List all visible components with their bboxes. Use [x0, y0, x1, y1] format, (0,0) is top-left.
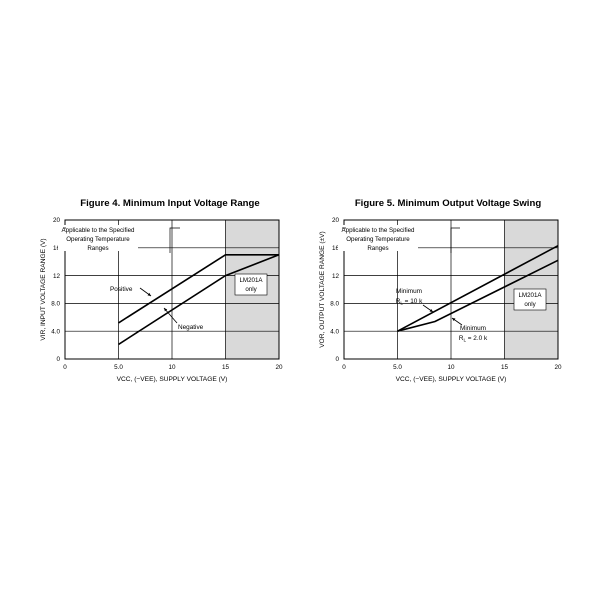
x-tick-label: 10: [447, 364, 455, 371]
series-line-0: [397, 244, 559, 332]
series-label-line2: RL = 10 k: [396, 298, 423, 306]
condition-note: Operating Temperature: [346, 236, 410, 243]
chart-figure-4: Figure 4. Minimum Input Voltage Range 0 5…: [40, 195, 300, 395]
y-tick-label: 4.0: [51, 328, 60, 335]
arrowhead: [164, 308, 168, 312]
series-line-0: [118, 254, 279, 324]
arrowhead: [429, 308, 433, 312]
x-tick-label: 10: [168, 364, 176, 371]
chart-plot: 0 5.0 10 15 20 0 4.0 8.0 12 16 20 VCC, (−VEE), SUPP…: [319, 217, 562, 383]
shaded-region-label: only: [524, 301, 536, 308]
y-tick-label: 12: [53, 273, 61, 280]
chart-plot: 0 5.0 10 15 20 0 4.0 8.0 12 16 20 VCC, (−VEE), SUPP…: [40, 217, 283, 383]
x-axis-label: VCC, (−VEE), SUPPLY VOLTAGE (V): [117, 376, 228, 383]
series-leader-line: [163, 307, 178, 324]
y-tick-label: 16: [332, 245, 340, 252]
series-line-1: [397, 259, 559, 332]
condition-note: Ranges: [87, 245, 108, 252]
series-label-line1: Minimum: [396, 288, 422, 295]
series-line-1: [118, 254, 280, 346]
y-tick-label: 8.0: [51, 301, 60, 308]
plot-frame: [343, 219, 559, 360]
y-tick-label: 0: [335, 356, 339, 363]
condition-note: Applicable to the Specified: [342, 227, 415, 234]
x-tick-label: 15: [501, 364, 509, 371]
y-tick-label: 8.0: [330, 301, 339, 308]
note-bracket: [63, 227, 180, 253]
y-axis-label: VIR, INPUT VOLTAGE RANGE (V): [40, 238, 47, 340]
note-bracket: [342, 227, 460, 253]
note-background: [338, 225, 418, 251]
x-axis-label: VCC, (−VEE), SUPPLY VOLTAGE (V): [396, 376, 507, 383]
x-tick-label: 15: [222, 364, 230, 371]
series-label-line2: RL = 2.0 k: [459, 335, 488, 343]
y-tick-label: 4.0: [330, 328, 339, 335]
shaded-region-label: LM201A: [239, 277, 263, 284]
x-tick-label: 0: [63, 364, 67, 371]
x-tick-label: 20: [275, 364, 283, 371]
shaded-label-box: [513, 288, 547, 311]
shaded-region-label: LM201A: [518, 292, 542, 299]
x-tick-label: 5.0: [393, 364, 402, 371]
x-tick-label: 0: [342, 364, 346, 371]
series-label: Positive: [110, 286, 133, 293]
shaded-region-label: only: [245, 286, 257, 293]
note-background: [58, 225, 138, 251]
condition-note: Operating Temperature: [66, 236, 130, 243]
plot-frame: [64, 219, 280, 360]
condition-note: Ranges: [367, 245, 388, 252]
y-tick-label: 16: [53, 245, 61, 252]
chart-title: Figure 4. Minimum Input Voltage Range: [80, 198, 260, 209]
y-tick-label: 0: [56, 356, 60, 363]
shaded-label-box: [234, 273, 268, 296]
series-label-line1: Minimum: [460, 325, 486, 332]
condition-note: Applicable to the Specified: [62, 227, 135, 234]
arrowhead: [452, 318, 456, 322]
x-tick-label: 5.0: [114, 364, 123, 371]
y-tick-label: 12: [332, 273, 340, 280]
arrowhead: [147, 292, 151, 296]
chart-title: Figure 5. Minimum Output Voltage Swing: [354, 198, 542, 209]
y-axis-label: VOR, OUTPUT VOLTAGE RANGE (±V): [319, 231, 326, 347]
y-tick-label: 20: [53, 217, 61, 224]
y-tick-label: 20: [332, 217, 340, 224]
series-label: Negative: [178, 324, 204, 331]
chart-figure-5: Figure 5. Minimum Output Voltage Swing 0…: [318, 195, 578, 395]
x-tick-label: 20: [554, 364, 562, 371]
